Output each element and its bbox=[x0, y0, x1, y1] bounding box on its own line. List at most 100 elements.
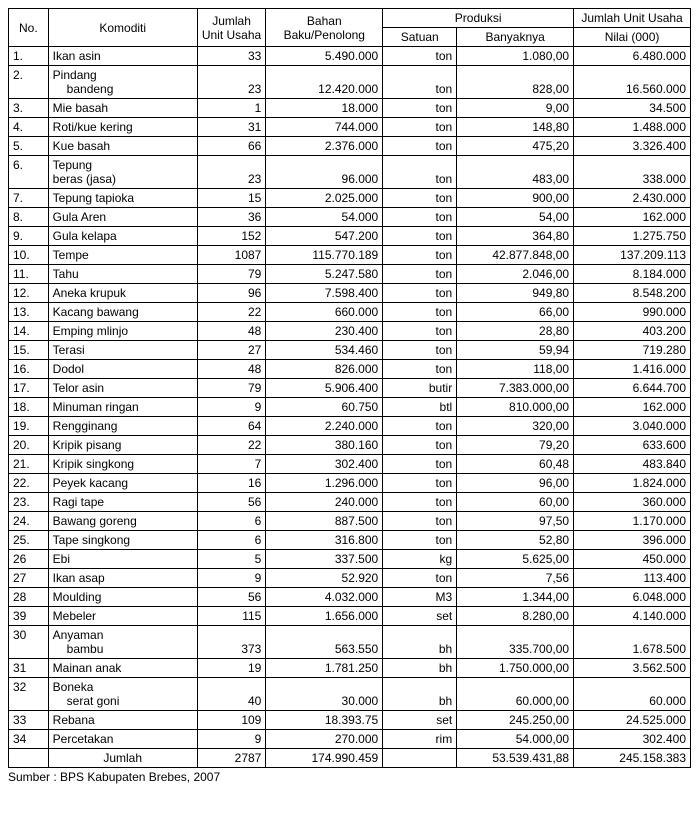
cell-komoditi: Gula Aren bbox=[48, 208, 197, 227]
cell-no: 13. bbox=[9, 303, 49, 322]
cell-unit: 64 bbox=[197, 417, 266, 436]
cell-komoditi: Rebana bbox=[48, 711, 197, 730]
header-no: No. bbox=[9, 9, 49, 47]
table-row: 17.Telor asin795.906.400butir7.383.000,0… bbox=[9, 379, 691, 398]
table-row: 32Bonekaserat goni4030.000bh60.000,0060.… bbox=[9, 678, 691, 711]
cell-no: 27 bbox=[9, 569, 49, 588]
cell-unit: 1 bbox=[197, 99, 266, 118]
cell-bahan: 30.000 bbox=[266, 678, 383, 711]
cell-no: 2. bbox=[9, 66, 49, 99]
header-jumlah-unit: Jumlah Unit Usaha bbox=[197, 9, 266, 47]
cell-banyak: 54,00 bbox=[457, 208, 574, 227]
cell-satuan: kg bbox=[383, 550, 457, 569]
cell-komoditi: Kue basah bbox=[48, 137, 197, 156]
table-row: 25.Tape singkong6316.800ton52,80396.000 bbox=[9, 531, 691, 550]
cell-unit: 115 bbox=[197, 607, 266, 626]
cell-banyak: 1.344,00 bbox=[457, 588, 574, 607]
cell-komoditi: Telor asin bbox=[48, 379, 197, 398]
cell-unit: 23 bbox=[197, 156, 266, 189]
cell-bahan: 18.393.75 bbox=[266, 711, 383, 730]
cell-komoditi: Rengginang bbox=[48, 417, 197, 436]
cell-nilai: 137.209.113 bbox=[574, 246, 691, 265]
cell-bahan: 337.500 bbox=[266, 550, 383, 569]
cell-banyak: 59,94 bbox=[457, 341, 574, 360]
cell-unit: 48 bbox=[197, 360, 266, 379]
cell-bahan: 534.460 bbox=[266, 341, 383, 360]
cell-banyak: 148,80 bbox=[457, 118, 574, 137]
cell-no: 14. bbox=[9, 322, 49, 341]
cell-nilai: 1.824.000 bbox=[574, 474, 691, 493]
cell-banyak: 7,56 bbox=[457, 569, 574, 588]
cell-komoditi: Tempe bbox=[48, 246, 197, 265]
cell-no: 33 bbox=[9, 711, 49, 730]
cell-banyak: 60,48 bbox=[457, 455, 574, 474]
cell-banyak: 8.280,00 bbox=[457, 607, 574, 626]
cell-no: 18. bbox=[9, 398, 49, 417]
header-produksi: Produksi bbox=[383, 9, 574, 28]
cell-bahan: 744.000 bbox=[266, 118, 383, 137]
table-row: 3.Mie basah118.000ton9,0034.500 bbox=[9, 99, 691, 118]
cell-bahan: 60.750 bbox=[266, 398, 383, 417]
cell-bahan: 2.025.000 bbox=[266, 189, 383, 208]
cell-banyak: 28,80 bbox=[457, 322, 574, 341]
cell-nilai: 1.170.000 bbox=[574, 512, 691, 531]
table-row: 6.Tepungberas (jasa)2396.000ton483,00338… bbox=[9, 156, 691, 189]
cell-unit: 36 bbox=[197, 208, 266, 227]
cell-bahan: 547.200 bbox=[266, 227, 383, 246]
cell-bahan: 12.420.000 bbox=[266, 66, 383, 99]
cell-banyak: 810.000,00 bbox=[457, 398, 574, 417]
cell-satuan: ton bbox=[383, 265, 457, 284]
cell-komoditi: Tepungberas (jasa) bbox=[48, 156, 197, 189]
cell-unit: 79 bbox=[197, 265, 266, 284]
cell-satuan: ton bbox=[383, 284, 457, 303]
cell-no: 4. bbox=[9, 118, 49, 137]
cell-bahan: 2.240.000 bbox=[266, 417, 383, 436]
table-row: 8.Gula Aren3654.000ton54,00162.000 bbox=[9, 208, 691, 227]
cell-satuan: ton bbox=[383, 47, 457, 66]
cell-satuan: set bbox=[383, 607, 457, 626]
table-row: 10.Tempe1087115.770.189ton42.877.848,001… bbox=[9, 246, 691, 265]
cell-banyak: 364,80 bbox=[457, 227, 574, 246]
cell-satuan: butir bbox=[383, 379, 457, 398]
cell-bahan: 5.906.400 bbox=[266, 379, 383, 398]
table-body: 1.Ikan asin335.490.000ton1.080,006.480.0… bbox=[9, 47, 691, 768]
cell-komoditi: Bonekaserat goni bbox=[48, 678, 197, 711]
cell-satuan: ton bbox=[383, 417, 457, 436]
cell-banyak: 79,20 bbox=[457, 436, 574, 455]
table-row: 4.Roti/kue kering31744.000ton148,801.488… bbox=[9, 118, 691, 137]
cell-total-nilai: 245.158.383 bbox=[574, 749, 691, 768]
cell-unit: 56 bbox=[197, 493, 266, 512]
cell-unit: 66 bbox=[197, 137, 266, 156]
cell-satuan: ton bbox=[383, 474, 457, 493]
cell-komoditi: Mebeler bbox=[48, 607, 197, 626]
cell-unit: 56 bbox=[197, 588, 266, 607]
table-row: 5.Kue basah662.376.000ton475,203.326.400 bbox=[9, 137, 691, 156]
cell-no bbox=[9, 749, 49, 768]
cell-nilai: 450.000 bbox=[574, 550, 691, 569]
cell-no: 6. bbox=[9, 156, 49, 189]
table-row: 15.Terasi27534.460ton59,94719.280 bbox=[9, 341, 691, 360]
cell-banyak: 949,80 bbox=[457, 284, 574, 303]
cell-bahan: 115.770.189 bbox=[266, 246, 383, 265]
cell-no: 22. bbox=[9, 474, 49, 493]
cell-satuan: ton bbox=[383, 156, 457, 189]
cell-komoditi: Bawang goreng bbox=[48, 512, 197, 531]
cell-satuan: bh bbox=[383, 659, 457, 678]
cell-banyak: 60.000,00 bbox=[457, 678, 574, 711]
cell-bahan: 18.000 bbox=[266, 99, 383, 118]
cell-satuan: ton bbox=[383, 360, 457, 379]
cell-banyak: 828,00 bbox=[457, 66, 574, 99]
cell-satuan: ton bbox=[383, 512, 457, 531]
header-jumlah-unit2: Jumlah Unit Usaha bbox=[574, 9, 691, 28]
table-row: 39Mebeler1151.656.000set8.280,004.140.00… bbox=[9, 607, 691, 626]
cell-no: 1. bbox=[9, 47, 49, 66]
cell-total-satuan bbox=[383, 749, 457, 768]
cell-no: 30 bbox=[9, 626, 49, 659]
cell-bahan: 230.400 bbox=[266, 322, 383, 341]
cell-bahan: 660.000 bbox=[266, 303, 383, 322]
table-row: 24.Bawang goreng6887.500ton97,501.170.00… bbox=[9, 512, 691, 531]
cell-satuan: bh bbox=[383, 626, 457, 659]
cell-no: 11. bbox=[9, 265, 49, 284]
cell-banyak: 475,20 bbox=[457, 137, 574, 156]
cell-bahan: 302.400 bbox=[266, 455, 383, 474]
